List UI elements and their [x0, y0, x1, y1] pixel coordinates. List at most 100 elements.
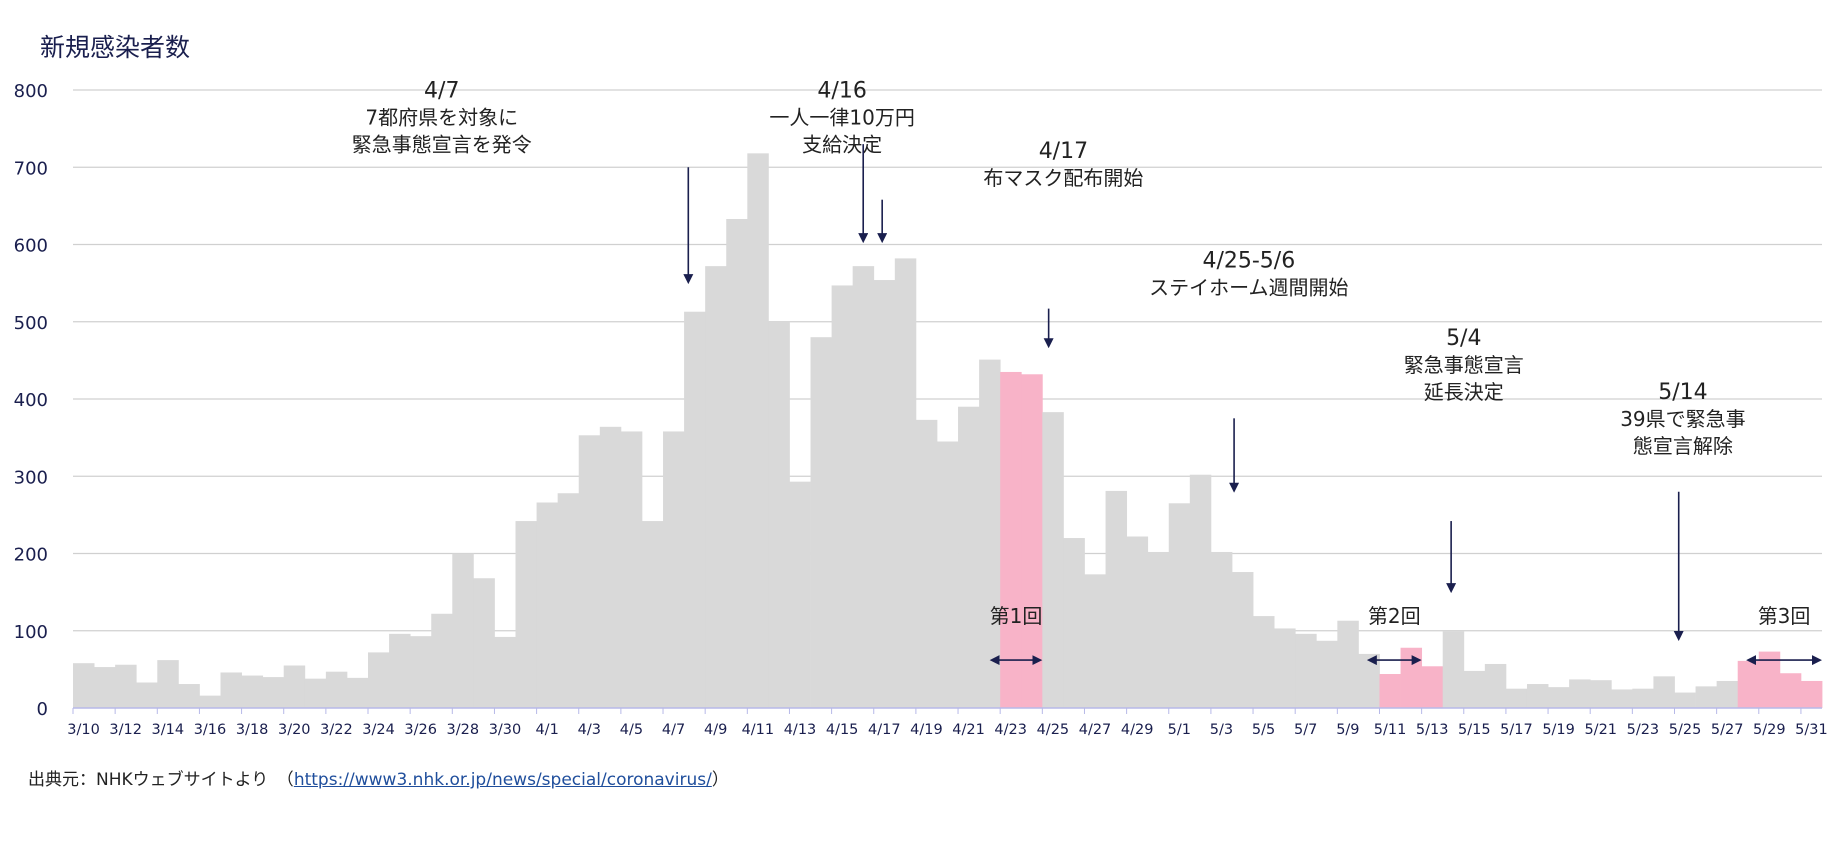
x-tick-label: 5/25: [1669, 722, 1702, 738]
bar-3-20: [283, 665, 306, 708]
period-第3回: 第3回: [1746, 604, 1822, 666]
x-tick-label: 4/5: [620, 722, 643, 738]
bar-4-22: [979, 359, 1001, 708]
bar-5-14: [1442, 631, 1465, 708]
bar-4-7: [663, 431, 685, 708]
bar-4-6: [641, 521, 664, 708]
x-tick-label: 5/9: [1336, 722, 1359, 738]
bar-5-7: [1295, 633, 1317, 708]
annotation-line: 緊急事態宣言: [1404, 353, 1524, 377]
bar-5-20: [1569, 679, 1591, 708]
bar-4-12: [768, 321, 790, 708]
period-label: 第1回: [990, 604, 1043, 628]
x-tick-label: 4/19: [910, 722, 943, 738]
bar-4-30: [1147, 551, 1170, 708]
bar-5-3: [1210, 551, 1233, 708]
bar-5-27: [1716, 680, 1739, 708]
x-tick-label: 4/7: [662, 722, 685, 738]
x-tick-label: 5/23: [1627, 722, 1660, 738]
x-tick-label: 5/5: [1252, 722, 1275, 738]
bar-4-20: [936, 441, 959, 708]
bar-4-9: [705, 266, 727, 708]
x-axis-ticks: 3/10 3/12 3/14 3/16 3/18 3/20 3/22 3/24 3/26 3/28…: [67, 708, 1828, 738]
bar-4-18: [894, 258, 917, 708]
x-tick-label: 3/12: [109, 722, 142, 738]
bar-4-26: [1063, 538, 1085, 708]
bar-3-26: [410, 636, 432, 708]
bar-3-19: [262, 677, 285, 708]
x-tick-label: 3/16: [194, 722, 227, 738]
x-tick-label: 4/3: [578, 722, 601, 738]
x-tick-label: 4/21: [952, 722, 985, 738]
bar-5-6: [1274, 628, 1296, 708]
period-label: 第2回: [1368, 604, 1421, 628]
bar-4-21: [958, 406, 980, 708]
emergency-periods: 第1回 第2回 第3回: [990, 604, 1822, 666]
x-tick-label: 3/26: [404, 722, 437, 738]
bar-4-5: [620, 431, 643, 708]
x-tick-label: 3/24: [362, 722, 395, 738]
bar-5-29: [1758, 651, 1781, 708]
x-tick-label: 5/29: [1753, 722, 1786, 738]
bar-3-23: [346, 677, 369, 708]
bar-3-28: [452, 553, 474, 708]
y-tick-label: 500: [14, 313, 48, 334]
x-tick-label: 4/15: [826, 722, 859, 738]
annotation-5-25: 5/25全国で緊急事態宣言解除: [1673, 491, 1684, 642]
bar-3-13: [136, 682, 158, 708]
x-tick-label: 4/11: [742, 722, 775, 738]
bar-5-23: [1632, 688, 1654, 708]
y-tick-label: 300: [14, 467, 48, 488]
source-note: 出典元：NHKウェブサイトより （https://www3.nhk.or.jp/…: [28, 765, 729, 790]
x-tick-label: 5/7: [1294, 722, 1317, 738]
bar-3-24: [368, 652, 390, 708]
bar-5-19: [1548, 687, 1570, 708]
bar-5-11: [1379, 674, 1401, 708]
y-tick-label: 0: [37, 699, 48, 720]
x-tick-label: 5/13: [1416, 722, 1449, 738]
bar-3-10: [73, 663, 95, 708]
source-prefix: 出典元：NHKウェブサイトより （: [28, 770, 294, 790]
bar-3-21: [304, 678, 327, 708]
x-tick-label: 5/21: [1584, 722, 1617, 738]
x-tick-label: 3/10: [67, 722, 100, 738]
period-label: 第3回: [1758, 604, 1811, 628]
bar-5-9: [1337, 620, 1359, 708]
bar-3-14: [157, 660, 179, 708]
x-tick-label: 5/1: [1168, 722, 1191, 738]
y-tick-label: 100: [14, 622, 48, 643]
annotation-line: 緊急事態宣言を発令: [352, 133, 532, 157]
bar-3-22: [325, 671, 348, 708]
bar-4-11: [747, 153, 769, 709]
bar-5-18: [1526, 684, 1549, 708]
x-tick-label: 3/28: [447, 722, 480, 738]
y-tick-label: 600: [14, 236, 48, 257]
bar-4-3: [578, 435, 601, 708]
annotation-line: 4/7: [424, 79, 459, 104]
x-tick-label: 4/17: [868, 722, 901, 738]
bar-5-30: [1779, 673, 1802, 708]
bar-4-8: [684, 311, 706, 708]
bar-3-12: [115, 664, 137, 708]
bars: [73, 153, 1823, 709]
bar-3-16: [199, 695, 221, 708]
chart-title: 新規感染者数: [40, 33, 190, 62]
bar-4-4: [599, 426, 622, 708]
source-suffix: ）: [711, 770, 729, 790]
source-link[interactable]: https://www3.nhk.or.jp/news/special/coro…: [293, 770, 712, 790]
bar-3-11: [94, 667, 116, 708]
x-tick-label: 3/22: [320, 722, 353, 738]
bar-4-2: [557, 493, 580, 708]
bar-4-15: [831, 285, 854, 708]
bar-5-26: [1695, 686, 1718, 708]
bar-5-17: [1505, 688, 1528, 708]
bar-5-21: [1590, 680, 1612, 708]
bar-3-29: [473, 578, 495, 708]
x-tick-label: 3/14: [152, 722, 185, 738]
annotation-line: 4/25-5/6: [1202, 249, 1295, 274]
